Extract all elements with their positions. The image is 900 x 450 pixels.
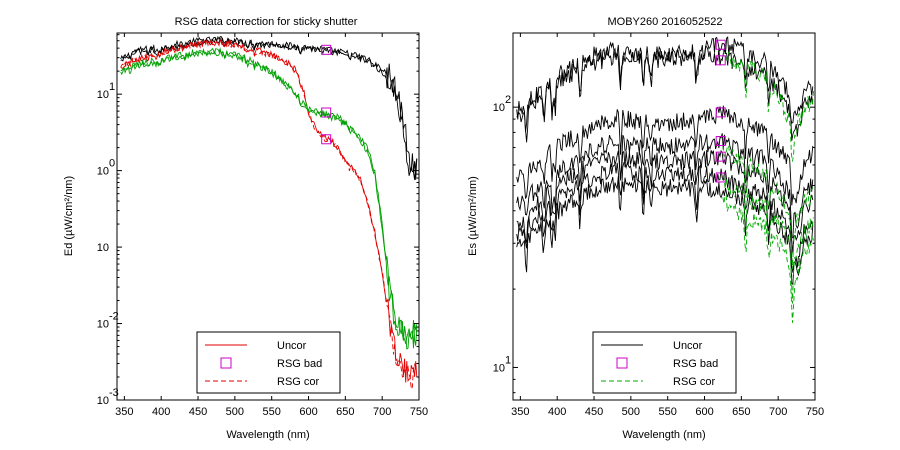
chart-left-series-line	[120, 36, 418, 180]
chart-left: RSG data correction for sticky shutter 3…	[63, 16, 428, 441]
chart-left-title: RSG data correction for sticky shutter	[175, 16, 358, 28]
chart-right-series-line	[722, 175, 814, 304]
chart-right-y-tick-label: 10	[493, 102, 505, 114]
chart-right-legend-label: RSG cor	[673, 376, 716, 388]
chart-left-series-line	[120, 35, 418, 180]
chart-left-series-group	[120, 35, 418, 391]
chart-right-rsg-bad-marker	[715, 172, 726, 183]
chart-left-series-line	[120, 47, 418, 346]
chart-right-legend: Uncor RSG bad RSG cor	[592, 331, 737, 394]
chart-right: MOBY260 2016052522 350 400 450 500 550 600 650…	[467, 16, 824, 441]
chart-right-x-tick-label: 350	[511, 406, 529, 418]
chart-right-plot-area	[516, 36, 814, 323]
chart-right-series-line	[516, 46, 814, 143]
chart-right-series-line	[722, 194, 814, 323]
chart-right-y-tick-label: 10	[493, 362, 505, 374]
chart-right-x-tick-label: 600	[695, 406, 713, 418]
chart-left-y-tick-label: 10	[97, 166, 109, 178]
chart-left-x-tick-label: 550	[263, 406, 281, 418]
chart-left-y-tick-label: 10	[97, 395, 109, 407]
chart-left-x-tick-label: 650	[336, 406, 354, 418]
chart-right-rsg-bad-marker	[715, 136, 726, 147]
chart-right-legend-marker	[616, 357, 628, 369]
chart-left-frame	[116, 32, 420, 401]
chart-right-x-tick-label: 400	[548, 406, 566, 418]
chart-right-x-axis: 350 400 450 500 550 600 650 700 750	[511, 33, 824, 418]
chart-left-y-tick-label: 10	[97, 89, 109, 101]
chart-left-series-line	[120, 38, 418, 383]
chart-left-y-tick-exponent: -2	[109, 311, 119, 323]
chart-right-legend-label: Uncor	[673, 340, 703, 352]
chart-left-x-tick-label: 350	[115, 406, 133, 418]
chart-right-frame	[512, 32, 816, 401]
chart-left-xlabel: Wavelength (nm)	[226, 429, 309, 441]
chart-right-rsg-bad-marker	[715, 107, 726, 118]
chart-left-legend-label: Uncor	[277, 340, 307, 352]
chart-right-rsg-bad-marker	[715, 39, 726, 50]
chart-right-rsg-bad-marker	[715, 151, 726, 162]
chart-left-rsg-bad-marker	[321, 107, 332, 118]
chart-left-rsg-bad-marker	[321, 44, 332, 55]
chart-right-ylabel: Es (µW/cm²/nm)	[467, 176, 479, 256]
chart-left-y-tick-exponent: 1	[109, 81, 115, 93]
chart-left-x-tick-label: 700	[373, 406, 391, 418]
chart-left-y-tick-label: 10	[97, 242, 109, 254]
chart-left-x-tick-label: 750	[410, 406, 428, 418]
chart-left-y-tick-exponent: -3	[109, 387, 119, 399]
chart-right-series-line	[516, 161, 814, 273]
chart-left-plot-area	[120, 35, 418, 391]
chart-right-series-line	[516, 36, 814, 132]
chart-left-legend-label: RSG cor	[277, 376, 320, 388]
chart-left-series-line	[120, 48, 418, 350]
chart-right-xlabel: Wavelength (nm)	[622, 429, 705, 441]
chart-right-x-tick-label: 700	[769, 406, 787, 418]
chart-left-x-tick-label: 600	[299, 406, 317, 418]
chart-right-x-tick-label: 750	[806, 406, 824, 418]
chart-right-y-tick-exponent: 1	[505, 354, 511, 366]
chart-right-series-group	[516, 36, 814, 323]
chart-left-series-line	[120, 39, 418, 391]
chart-right-x-tick-label: 450	[585, 406, 603, 418]
chart-right-series-line	[516, 176, 814, 285]
chart-right-series-line	[722, 49, 814, 162]
chart-left-y-tick-label: 10	[97, 319, 109, 331]
chart-right-series-line	[516, 105, 814, 206]
chart-left-x-tick-label: 500	[226, 406, 244, 418]
chart-left-legend-label: RSG bad	[277, 358, 322, 370]
chart-left-ylabel: Ed (µW/cm²/nm)	[63, 176, 75, 256]
chart-left-x-tick-label: 450	[189, 406, 207, 418]
chart-right-legend-label: RSG bad	[673, 358, 718, 370]
chart-right-series-line	[516, 149, 814, 254]
chart-right-title: MOBY260 2016052522	[608, 16, 723, 28]
chart-left-rsg-bad-marker	[321, 134, 332, 145]
chart-right-x-tick-label: 550	[659, 406, 677, 418]
chart-right-rsg-bad-marker	[715, 55, 726, 66]
chart-right-y-tick-exponent: 2	[505, 94, 511, 106]
chart-right-x-tick-label: 650	[732, 406, 750, 418]
chart-left-legend: Uncor RSG bad RSG cor	[196, 331, 341, 394]
chart-left-x-tick-label: 400	[152, 406, 170, 418]
chart-left-legend-marker	[220, 357, 232, 369]
chart-right-series-line	[516, 133, 814, 239]
chart-left-x-axis: 350 400 450 500 550 600 650 700 750	[115, 33, 428, 418]
chart-right-x-tick-label: 500	[622, 406, 640, 418]
chart-left-y-tick-exponent: 0	[109, 158, 115, 170]
